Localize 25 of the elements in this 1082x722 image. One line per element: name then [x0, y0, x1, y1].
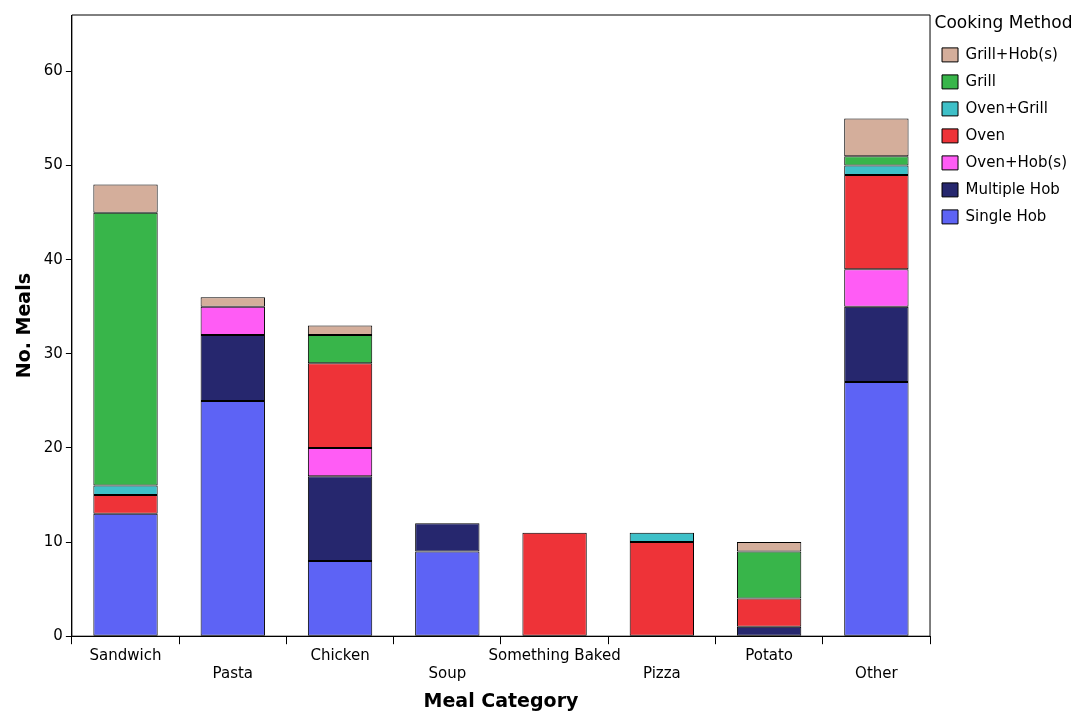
x-axis-title: Meal Category	[423, 688, 580, 711]
x-tick-label: Sandwich	[89, 646, 162, 665]
x-tick-label: Chicken	[310, 646, 370, 665]
legend-label: Single Hob	[965, 206, 1047, 225]
x-tick-label: Something Baked	[488, 646, 621, 665]
legend-label: Grill+Hob(s)	[965, 44, 1058, 63]
x-tick-label: Pasta	[212, 664, 254, 683]
y-tick-label: 0	[53, 626, 63, 645]
x-tick-label: Soup	[428, 664, 467, 683]
x-tick-label: Potato	[745, 646, 794, 665]
legend-label: Oven	[965, 125, 1005, 144]
legend-label: Grill	[965, 71, 996, 90]
legend-title: Cooking Method	[934, 11, 1073, 32]
legend-label: Oven+Hob(s)	[965, 152, 1067, 171]
y-tick-label: 10	[43, 531, 63, 550]
y-tick-label: 40	[43, 249, 63, 268]
y-axis-title: No. Meals	[12, 272, 35, 379]
legend-label: Oven+Grill	[965, 98, 1048, 117]
y-tick-label: 50	[43, 155, 63, 174]
x-tick-label: Other	[855, 664, 899, 683]
y-tick-label: 20	[43, 437, 63, 456]
legend-label: Multiple Hob	[965, 179, 1060, 198]
x-tick-label: Pizza	[642, 664, 681, 683]
y-tick-label: 60	[43, 61, 63, 80]
y-tick-label: 30	[43, 343, 63, 362]
